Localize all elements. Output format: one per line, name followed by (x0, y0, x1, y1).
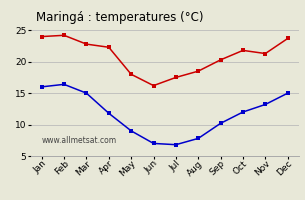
Text: Maringá : temperatures (°C): Maringá : temperatures (°C) (36, 11, 203, 24)
Text: www.allmetsat.com: www.allmetsat.com (41, 136, 117, 145)
